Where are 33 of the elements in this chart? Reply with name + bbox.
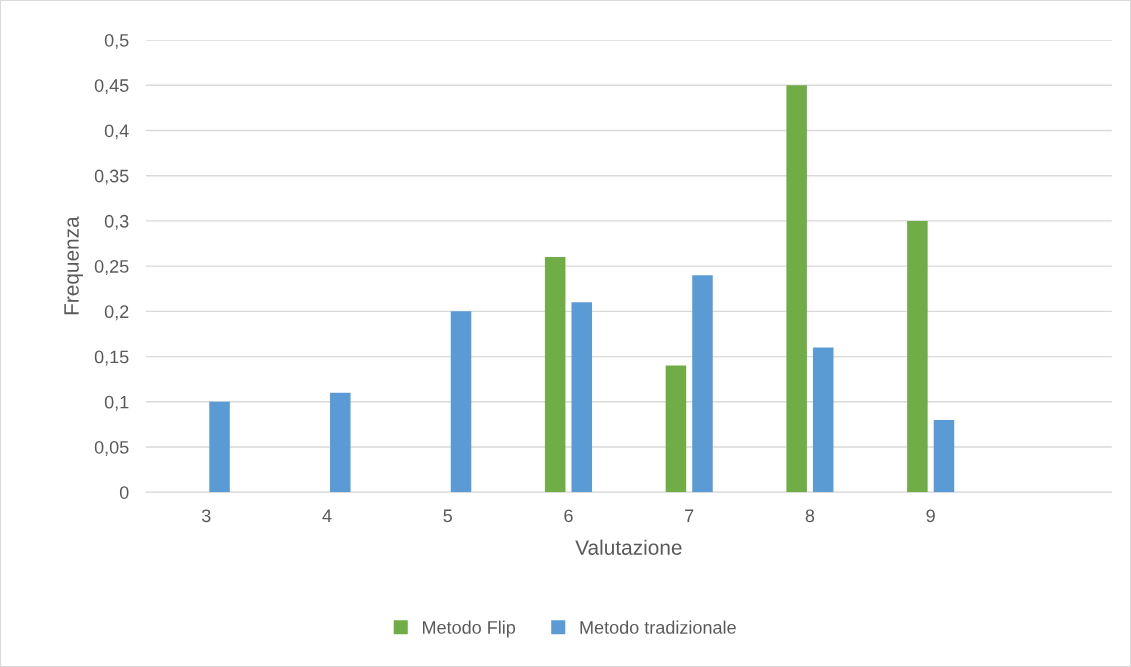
x-tick-label: 8	[805, 509, 815, 523]
x-tick-label: 9	[926, 509, 935, 523]
bar	[450, 311, 472, 493]
y-tick-label: 0,4	[104, 124, 129, 140]
bar	[692, 275, 713, 493]
x-axis-title: Valutazione	[575, 539, 682, 555]
y-tick-label: 0,35	[94, 169, 129, 185]
y-tick-label: 0,15	[94, 350, 129, 366]
bar	[907, 220, 928, 493]
y-tick-label: 0	[119, 486, 129, 499]
bar	[665, 365, 687, 493]
bar	[812, 347, 834, 493]
x-tick-label: 3	[201, 509, 211, 523]
y-tick-label: 0,1	[104, 395, 129, 411]
x-tick-label: 6	[564, 509, 573, 523]
y-tick-label: 0,25	[94, 260, 129, 275]
legend-label: Metodo Flip	[422, 620, 516, 638]
x-tick-label: 4	[322, 509, 332, 522]
legend-label: Metodo tradizionale	[580, 620, 736, 634]
x-tick-label: 5	[443, 509, 452, 523]
bar	[209, 401, 230, 493]
x-tick-label: 7	[685, 509, 694, 522]
y-tick-label: 0,05	[94, 440, 129, 456]
bar	[571, 302, 593, 493]
y-axis-title: Frequenza	[64, 216, 83, 315]
y-tick-label: 0,5	[104, 33, 129, 49]
y-tick-label: 0,3	[104, 214, 129, 230]
bar	[330, 392, 351, 493]
bar	[933, 419, 955, 493]
bar	[786, 85, 807, 493]
y-tick-label: 0,2	[104, 305, 129, 321]
y-tick-label: 0,45	[94, 79, 129, 95]
bar	[544, 257, 566, 493]
